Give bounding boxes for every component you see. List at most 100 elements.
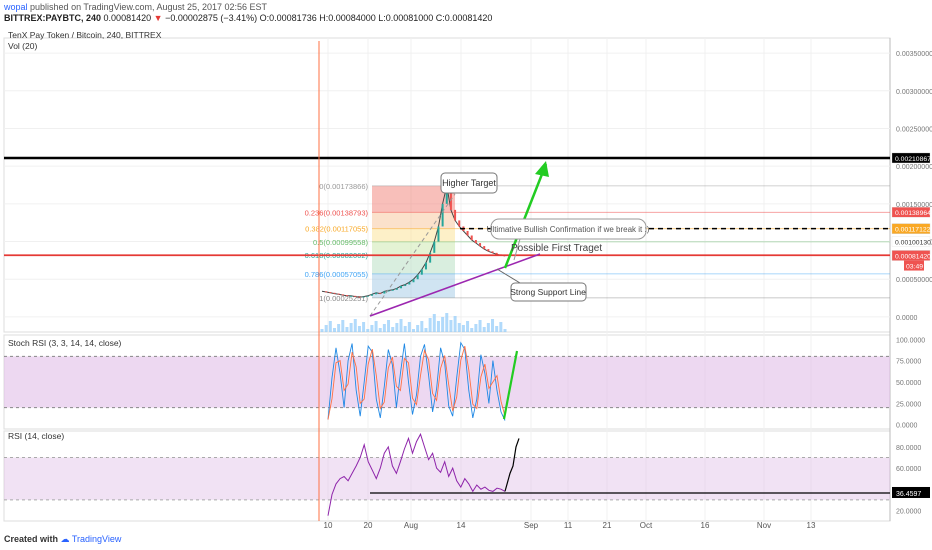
volume-bar xyxy=(357,326,361,332)
price-tick-label: 0.00200000 xyxy=(896,164,932,171)
volume-bar xyxy=(499,322,503,332)
volume-bar xyxy=(374,321,378,332)
volume-bar xyxy=(353,319,357,332)
rsi-tick-label: 36.4597 xyxy=(896,491,921,498)
price-label-bg xyxy=(891,236,931,247)
candle xyxy=(470,235,473,241)
volume-bar xyxy=(428,318,432,332)
stoch-d-line xyxy=(327,345,506,420)
volume-bar xyxy=(449,320,453,332)
price-label-bg xyxy=(891,152,931,164)
volume-bar xyxy=(345,327,349,332)
fib-zone xyxy=(372,255,455,274)
candle xyxy=(354,295,357,297)
support-trendline[interactable] xyxy=(369,253,541,317)
candle xyxy=(416,274,419,280)
first-target-label: Possible First Traget xyxy=(511,243,602,254)
rsi-tick-label: 20.0000 xyxy=(896,508,921,515)
candle xyxy=(370,294,373,296)
volume-bar xyxy=(387,320,391,332)
price-label: 0.00210867 xyxy=(895,156,931,163)
horizontal-levels xyxy=(4,156,890,494)
candle xyxy=(433,241,436,253)
volume-bars xyxy=(320,313,507,332)
candle xyxy=(333,292,336,294)
price-label: 0.00081420 xyxy=(895,254,931,261)
published-text: published on TradingView.com, August 25,… xyxy=(30,2,268,12)
price-line xyxy=(321,185,506,298)
candle xyxy=(429,252,432,263)
volume-bar xyxy=(470,328,474,332)
volume-bar xyxy=(432,314,436,332)
x-tick-label: Sep xyxy=(524,521,539,530)
candle xyxy=(387,290,390,292)
price-tick-label: 0.0000 xyxy=(896,315,918,322)
rsi-projection-line xyxy=(504,438,520,492)
candle xyxy=(391,289,394,291)
candle xyxy=(362,296,365,298)
volume-bar xyxy=(366,329,370,332)
candle xyxy=(375,292,378,295)
rsi-legend: RSI (14, close) xyxy=(8,431,64,441)
price-tick-label: 0.00250000 xyxy=(896,126,932,133)
volume-bar xyxy=(482,327,486,332)
candle xyxy=(491,251,494,253)
volume-bar xyxy=(320,329,324,332)
candle xyxy=(358,296,361,298)
price-series xyxy=(321,185,520,516)
time-axis: 10 20 Aug 14 Sep 11 21 Oct 16 Nov 13 xyxy=(324,521,816,530)
candle xyxy=(441,203,444,227)
stoch-legend: Stoch RSI (3, 3, 14, 14, close) xyxy=(8,338,122,348)
tradingview-logo-icon: ☁ xyxy=(60,534,70,544)
price-axis: 0.00350000 0.00300000 0.00250000 0.00200000… xyxy=(891,51,932,515)
volume-bar xyxy=(399,319,403,332)
volume-bar xyxy=(391,327,395,332)
x-tick-label: 10 xyxy=(324,521,333,530)
green-arrow-stoch xyxy=(502,350,519,420)
candle xyxy=(404,284,407,287)
candle xyxy=(379,292,382,294)
created-with-label: Created with xyxy=(4,534,59,544)
tradingview-link[interactable]: TradingView xyxy=(71,534,122,544)
volume-bar xyxy=(416,325,420,332)
price-label-bg xyxy=(891,207,931,218)
stoch-tick-label: 75.0000 xyxy=(896,359,921,366)
candle xyxy=(408,282,411,285)
candle xyxy=(483,246,486,250)
callout-higher-target[interactable] xyxy=(440,172,498,194)
volume-bar xyxy=(478,320,482,332)
fib-level-label: 0.236(0.00138793) xyxy=(305,208,369,217)
volume-bar xyxy=(491,319,495,332)
volume-bar xyxy=(420,321,424,332)
price-label: 0.00138964 xyxy=(895,210,931,217)
volume-bar xyxy=(486,323,490,332)
price-tick-label: 0.00300000 xyxy=(896,89,932,96)
chart-area[interactable]: 0(0.00173866) 0.236(0.00138793) 0.382(0.00… xyxy=(0,24,932,530)
volume-bar xyxy=(457,323,461,332)
candle xyxy=(345,295,348,297)
callout-support[interactable] xyxy=(510,282,587,302)
fib-zone xyxy=(372,241,455,256)
stoch-k-line xyxy=(327,341,506,421)
candle xyxy=(341,294,344,296)
candle xyxy=(466,230,469,236)
fib-trend-line xyxy=(369,193,456,317)
main-legend-title: TenX Pay Token / Bitcoin, 240, BITTREX xyxy=(8,30,162,40)
candle xyxy=(449,185,452,210)
x-tick-label: Oct xyxy=(640,521,653,530)
candle xyxy=(400,286,403,289)
volume-bar xyxy=(407,322,411,332)
fib-level-label: 0.5(0.00099558) xyxy=(313,238,369,247)
volume-bar xyxy=(349,323,353,332)
symbol-label: BITTREX:PAYBTC, 240 xyxy=(4,13,102,23)
price-tick-label: 0.00150000 xyxy=(896,202,932,209)
candle xyxy=(495,252,498,255)
fib-zone xyxy=(372,228,455,242)
candle xyxy=(337,293,340,295)
author-link[interactable]: wopal xyxy=(4,2,28,12)
volume-bar xyxy=(441,317,445,332)
fib-level-label: 0.382(0.00117055) xyxy=(305,225,368,234)
callout-bullish[interactable] xyxy=(490,218,647,240)
callout-higher-target-text: Higher Target xyxy=(442,178,496,188)
price-change: −0.00002875 (−3.41%) xyxy=(165,13,258,23)
